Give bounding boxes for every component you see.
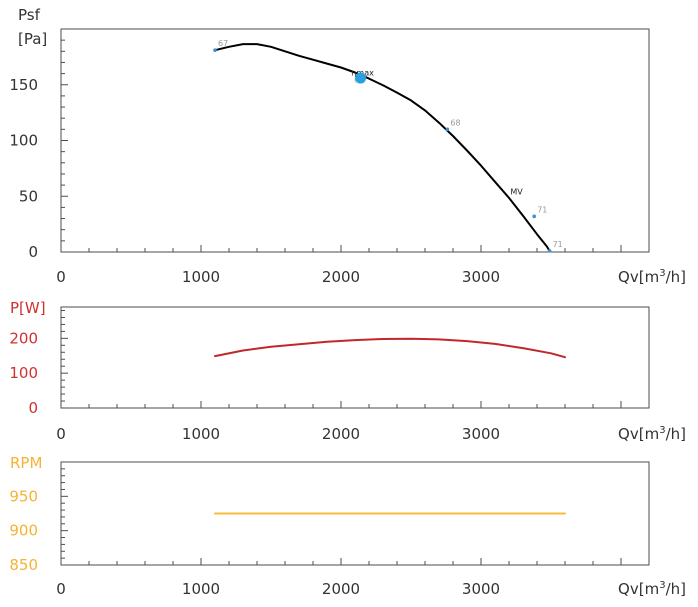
y-tick-label: 200 xyxy=(9,329,38,347)
y-tick-label: 950 xyxy=(9,487,38,505)
x-tick-label: 1000 xyxy=(182,425,220,443)
x-tick-label: 2000 xyxy=(322,580,360,598)
x-tick-label: 2000 xyxy=(322,425,360,443)
y-tick-label: 150 xyxy=(9,76,38,94)
x-tick-label: 2000 xyxy=(322,268,360,286)
y-axis-label: Psf xyxy=(18,6,41,24)
x-tick-label: 3000 xyxy=(462,268,500,286)
annotation-label: MV xyxy=(510,188,523,197)
x-tick-label: 0 xyxy=(56,425,66,443)
curve-marker-point xyxy=(532,214,536,219)
x-axis-label: Qv[m3/h] xyxy=(618,425,686,443)
curve-marker-point xyxy=(445,127,450,132)
x-axis-label: Qv[m3/h] xyxy=(618,268,686,286)
plot-frame-0 xyxy=(60,28,650,253)
y-tick-label: 850 xyxy=(9,556,38,574)
plot-frame-2 xyxy=(60,461,650,566)
y-axis-label: P[W] xyxy=(10,299,46,317)
x-axis-label: Qv[m3/h] xyxy=(618,580,686,598)
x-tick-label: 0 xyxy=(56,580,66,598)
efficiency-max-point xyxy=(355,72,367,84)
y-tick-label: 0 xyxy=(28,243,38,261)
curve-marker-point xyxy=(547,249,552,253)
plot-frame-1 xyxy=(60,306,650,409)
curve-marker-label: 67 xyxy=(218,39,228,48)
y-tick-label: 50 xyxy=(19,187,38,205)
x-tick-label: 3000 xyxy=(462,580,500,598)
y-axis-label: RPM xyxy=(10,454,42,472)
curve-marker-label: 71 xyxy=(537,205,547,214)
x-tick-label: 1000 xyxy=(182,268,220,286)
curve-marker-point xyxy=(213,48,217,52)
x-tick-label: 0 xyxy=(56,268,66,286)
series-line-0-0 xyxy=(214,43,551,252)
x-tick-label: 1000 xyxy=(182,580,220,598)
y-tick-label: 0 xyxy=(28,399,38,417)
y-axis-unit: [Pa] xyxy=(18,30,47,48)
x-tick-label: 3000 xyxy=(462,425,500,443)
annotation-label: ηmax xyxy=(351,68,374,77)
y-tick-label: 900 xyxy=(9,522,38,540)
curve-marker-label: 68 xyxy=(450,118,460,127)
curve-marker-label: 71 xyxy=(553,240,563,249)
series-line-1-0 xyxy=(214,337,566,359)
y-tick-label: 100 xyxy=(9,132,38,150)
y-tick-label: 100 xyxy=(9,364,38,382)
